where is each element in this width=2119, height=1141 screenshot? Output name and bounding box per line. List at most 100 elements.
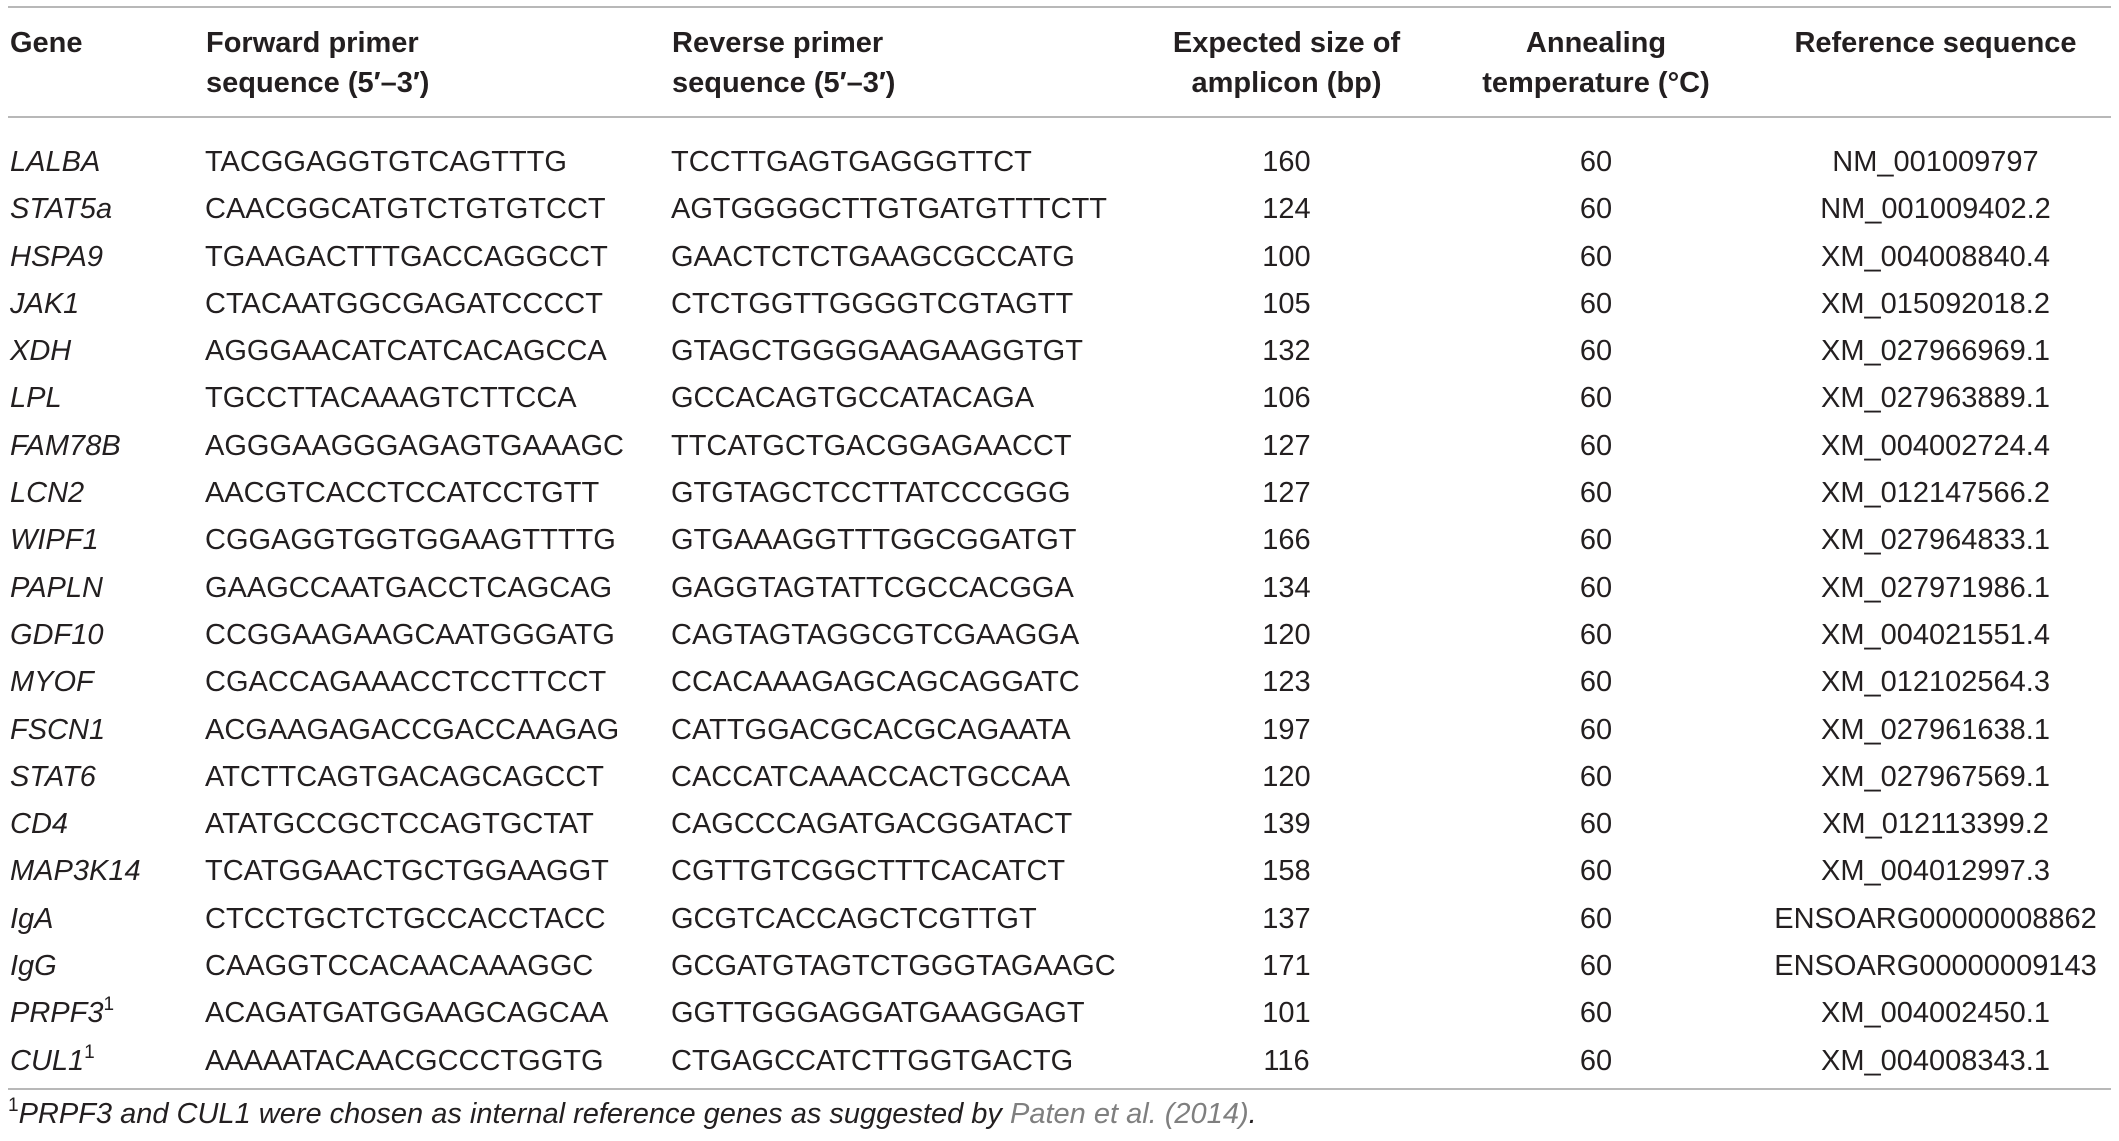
header-forward-line2: sequence (5′–3′)	[206, 67, 430, 99]
reverse-primer-cell: CTCTGGTTGGGGTCGTAGTT	[671, 287, 1074, 320]
footnote-end: .	[1248, 1098, 1257, 1130]
annealing-temperature-cell: 60	[1579, 618, 1613, 651]
amplicon-size-cell: 120	[1262, 760, 1311, 793]
header-gene: Gene	[8, 8, 205, 131]
gene-name: IgG	[10, 950, 57, 983]
gene-cell: LPL	[8, 375, 205, 422]
forward-primer-cell: ACGAAGAGACCGACCAAGAG	[205, 713, 620, 746]
footnote-text: PRPF3 and CUL1 were chosen as internal r…	[18, 1098, 1010, 1130]
header-reverse-line2: sequence (5′–3′)	[672, 67, 896, 99]
table-row: PRPF31 ACAGATGATGGAAGCAGCAA GGTTGGGAGGATGA…	[8, 990, 2119, 1037]
annealing-temperature-cell: 60	[1579, 382, 1613, 415]
table-row: HSPA9 TGAAGACTTTGACCAGGCCT GAACTCTCTGAAGCG…	[8, 234, 2119, 281]
gene-name: PAPLN	[10, 571, 103, 604]
reference-sequence-cell: XM_004021551.4	[1821, 618, 2050, 651]
table-row: FSCN1 ACGAAGAGACCGACCAAGAG CATTGGACGCACGCA…	[8, 707, 2119, 754]
amplicon-size-cell: 116	[1263, 1044, 1310, 1077]
reference-sequence-cell: XM_027963889.1	[1821, 382, 2050, 415]
forward-primer-cell: TGCCTTACAAAGTCTTCCA	[205, 382, 577, 415]
amplicon-size-cell: 197	[1262, 713, 1311, 746]
gene-name: MYOF	[10, 666, 94, 699]
amplicon-size-cell: 124	[1262, 193, 1311, 226]
gene-cell: STAT6	[8, 754, 205, 801]
gene-cell: IgA	[8, 896, 205, 943]
gene-name: JAK1	[10, 287, 80, 320]
gene-name: XDH	[10, 335, 72, 368]
reference-sequence-cell: NM_001009402.2	[1820, 193, 2051, 226]
header-reference-sequence: Reference sequence	[1747, 8, 2119, 131]
table-row: IgA CTCCTGCTCTGCCACCTACC GCGTCACCAGCTCGTTG…	[8, 896, 2119, 943]
amplicon-size-cell: 120	[1262, 618, 1311, 651]
header-reference-label: Reference sequence	[1794, 27, 2077, 59]
table-header-rule	[8, 116, 2111, 118]
gene-name: LALBA	[10, 146, 101, 178]
forward-primer-cell: TGAAGACTTTGACCAGGCCT	[205, 240, 608, 273]
gene-cell: LALBA	[8, 131, 205, 186]
forward-primer-cell: ACAGATGATGGAAGCAGCAA	[205, 997, 609, 1030]
forward-primer-cell: ATATGCCGCTCCAGTGCTAT	[205, 808, 594, 841]
gene-footnote-marker: 1	[103, 994, 115, 1016]
amplicon-size-cell: 158	[1262, 855, 1311, 888]
header-forward-primer: Forward primer sequence (5′–3′)	[205, 8, 671, 131]
forward-primer-cell: CAAGGTCCACAACAAAGGC	[205, 950, 594, 983]
gene-cell: MYOF	[8, 659, 205, 706]
table-row: CD4 ATATGCCGCTCCAGTGCTAT CAGCCCAGATGACGGAT…	[8, 801, 2119, 848]
annealing-temperature-cell: 60	[1579, 997, 1613, 1030]
gene-cell: PAPLN	[8, 565, 205, 612]
header-amplicon-size: Expected size of amplicon (bp)	[1128, 8, 1445, 131]
header-forward-line1: Forward primer	[206, 27, 419, 59]
gene-cell: LCN2	[8, 470, 205, 517]
header-reverse-primer: Reverse primer sequence (5′–3′)	[671, 8, 1128, 131]
reference-sequence-cell: XM_012102564.3	[1821, 666, 2050, 699]
table-body: LALBA TACGGAGGTGTCAGTTTG TCCTTGAGTGAGGGTTC…	[8, 131, 2119, 1085]
gene-cell: FAM78B	[8, 423, 205, 470]
forward-primer-cell: CCGGAAGAAGCAATGGGATG	[205, 618, 615, 651]
gene-cell: IgG	[8, 943, 205, 990]
amplicon-size-cell: 132	[1262, 335, 1311, 368]
table-bottom-rule	[8, 1088, 2111, 1090]
forward-primer-cell: AAAAATACAACGCCCTGGTG	[205, 1044, 604, 1077]
annealing-temperature-cell: 60	[1579, 713, 1613, 746]
gene-cell: JAK1	[8, 281, 205, 328]
table-row: LALBA TACGGAGGTGTCAGTTTG TCCTTGAGTGAGGGTTC…	[8, 131, 2119, 186]
footnote-marker: 1	[8, 1095, 19, 1116]
gene-cell: CD4	[8, 801, 205, 848]
forward-primer-cell: CGACCAGAAACCTCCTTCCT	[205, 666, 607, 699]
reference-sequence-cell: XM_027961638.1	[1821, 713, 2050, 746]
forward-primer-cell: TACGGAGGTGTCAGTTTG	[205, 146, 567, 178]
footnote-citation-link[interactable]: Paten et al. (2014)	[1010, 1098, 1249, 1130]
annealing-temperature-cell: 60	[1579, 666, 1613, 699]
reverse-primer-cell: TCCTTGAGTGAGGGTTCT	[671, 146, 1032, 178]
reference-sequence-cell: XM_027971986.1	[1821, 571, 2050, 604]
reverse-primer-cell: CGTTGTCGGCTTTCACATCT	[671, 855, 1066, 888]
forward-primer-cell: CTACAATGGCGAGATCCCCT	[205, 287, 603, 320]
amplicon-size-cell: 101	[1262, 997, 1311, 1030]
table-row: STAT6 ATCTTCAGTGACAGCAGCCT CACCATCAAACCACT…	[8, 754, 2119, 801]
table-row: IgG CAAGGTCCACAACAAAGGC GCGATGTAGTCTGGGTAG…	[8, 943, 2119, 990]
header-annealing-line1: Annealing	[1525, 27, 1667, 59]
gene-name: IgA	[10, 902, 54, 935]
gene-name: LPL	[10, 382, 62, 415]
table-row: JAK1 CTACAATGGCGAGATCCCCT CTCTGGTTGGGGTCGT…	[8, 281, 2119, 328]
reference-sequence-cell: XM_027964833.1	[1821, 524, 2050, 557]
amplicon-size-cell: 139	[1262, 808, 1311, 841]
forward-primer-cell: AGGGAAGGGAGAGTGAAAGC	[205, 429, 624, 462]
amplicon-size-cell: 127	[1262, 477, 1311, 510]
reverse-primer-cell: AGTGGGGCTTGTGATGTTTCTT	[671, 193, 1108, 226]
gene-name: WIPF1	[10, 524, 99, 557]
table-row: MAP3K14 TCATGGAACTGCTGGAAGGT CGTTGTCGGCTTT…	[8, 848, 2119, 895]
gene-cell: FSCN1	[8, 707, 205, 754]
primer-table: Gene Forward primer sequence (5′–3′) Reve…	[8, 8, 2119, 1085]
reverse-primer-cell: GCGTCACCAGCTCGTTGT	[671, 902, 1037, 935]
header-gene-label: Gene	[10, 27, 83, 59]
reverse-primer-cell: GCGATGTAGTCTGGGTAGAAGC	[671, 950, 1116, 983]
gene-cell: PRPF31	[8, 990, 205, 1037]
reverse-primer-cell: GAGGTAGTATTCGCCACGGA	[671, 571, 1074, 604]
reference-sequence-cell: XM_015092018.2	[1821, 287, 2050, 320]
gene-cell: STAT5a	[8, 186, 205, 233]
reverse-primer-cell: CATTGGACGCACGCAGAATA	[671, 713, 1071, 746]
reference-sequence-cell: XM_004008343.1	[1821, 1044, 2050, 1077]
gene-cell: MAP3K14	[8, 848, 205, 895]
reference-sequence-cell: XM_004008840.4	[1821, 240, 2050, 273]
annealing-temperature-cell: 60	[1579, 808, 1613, 841]
